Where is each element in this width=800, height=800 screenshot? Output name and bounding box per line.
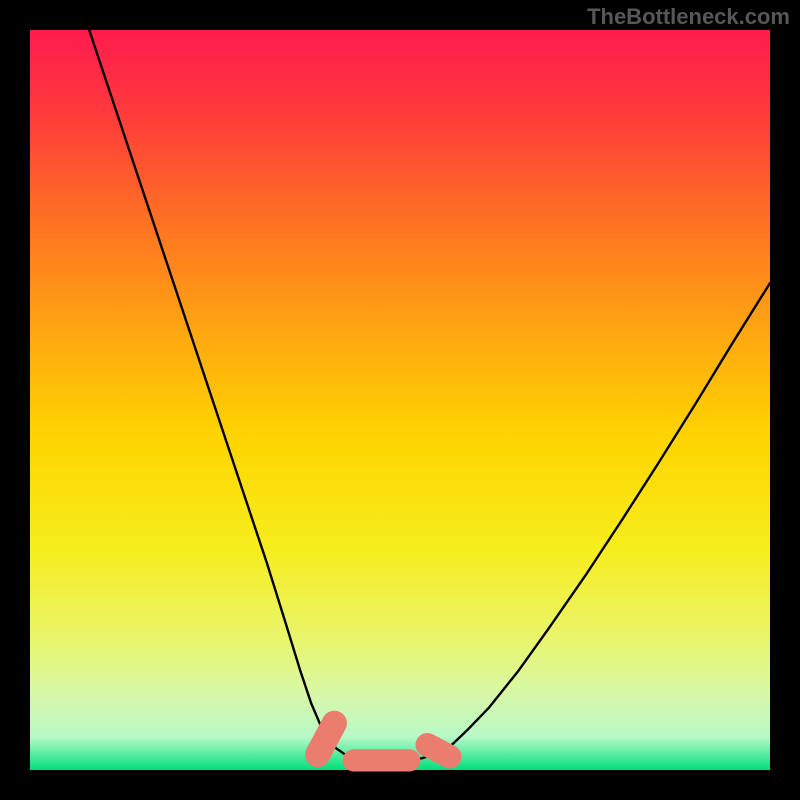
plot-area (30, 30, 770, 770)
chart-container: TheBottleneck.com (0, 0, 800, 800)
bottleneck-chart (0, 0, 800, 800)
marker-center (343, 749, 421, 771)
